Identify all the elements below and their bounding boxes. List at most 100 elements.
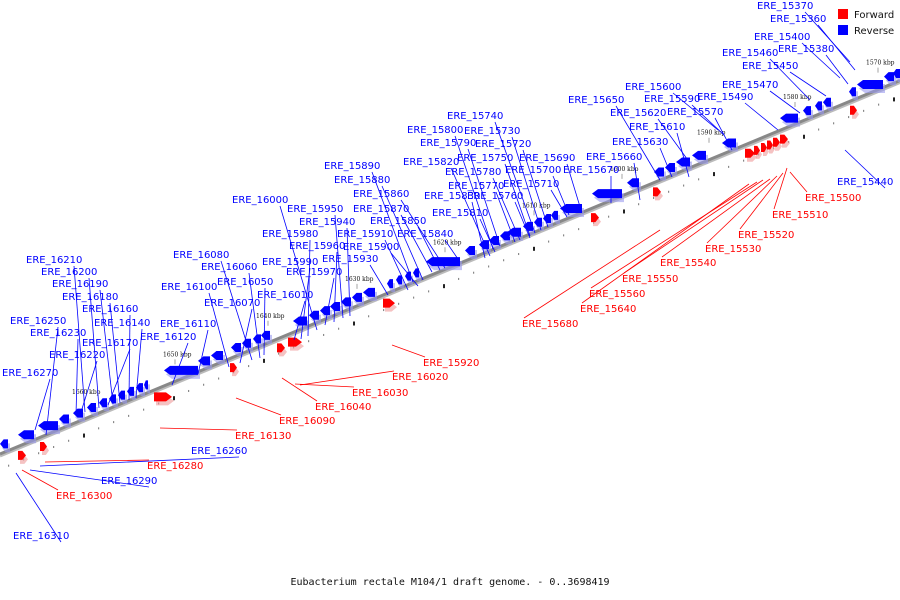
gene-label[interactable]: ERE_15890 [324,161,380,172]
gene-label[interactable]: ERE_15980 [262,229,318,240]
gene-label[interactable]: ERE_15630 [612,137,668,148]
reverse-swatch [838,25,848,35]
gene-leader-line [714,117,733,151]
gene-label[interactable]: ERE_15460 [722,48,778,59]
gene-label[interactable]: ERE_16180 [62,292,118,303]
gene-label[interactable]: ERE_15790 [420,138,476,149]
gene-label[interactable]: ERE_15710 [503,179,559,190]
gene-label[interactable]: ERE_15750 [457,153,513,164]
gene-label[interactable]: ERE_16250 [10,316,66,327]
gene-label[interactable]: ERE_15470 [722,80,778,91]
gene-label[interactable]: ERE_15780 [445,167,501,178]
gene-label[interactable]: ERE_15840 [397,229,453,240]
gene-label[interactable]: ERE_16260 [191,446,247,457]
gene-label[interactable]: ERE_15950 [287,204,343,215]
gene-label[interactable]: ERE_15740 [447,111,503,122]
gene-label[interactable]: ERE_15770 [448,181,504,192]
gene-label[interactable]: ERE_15590 [644,94,700,105]
gene-label[interactable]: ERE_16070 [204,298,260,309]
gene-label[interactable]: ERE_15920 [423,358,479,369]
gene-label[interactable]: ERE_16220 [49,350,105,361]
gene-label[interactable]: ERE_15880 [334,175,390,186]
gene-leader-line [384,239,409,291]
reverse-gene-arrow [465,245,477,259]
gene-label[interactable]: ERE_16050 [217,277,273,288]
gene-label[interactable]: ERE_15910 [337,229,393,240]
gene-label[interactable]: ERE_15670 [563,165,619,176]
gene-leader-line [75,338,79,416]
gene-label[interactable]: ERE_15730 [464,126,520,137]
gene-label[interactable]: ERE_16020 [392,372,448,383]
gene-leader-line [471,201,486,259]
gene-label[interactable]: ERE_15800 [407,125,463,136]
gene-label[interactable]: ERE_16270 [2,368,58,379]
gene-label[interactable]: ERE_15990 [262,257,318,268]
gene-label[interactable]: ERE_16230 [30,328,86,339]
gene-label[interactable]: ERE_15660 [586,152,642,163]
gene-label[interactable]: ERE_15680 [522,319,578,330]
gene-label[interactable]: ERE_16090 [279,416,335,427]
gene-label[interactable]: ERE_16130 [235,431,291,442]
gene-label[interactable]: ERE_16210 [26,255,82,266]
gene-label[interactable]: ERE_15490 [697,92,753,103]
gene-label[interactable]: ERE_15970 [286,267,342,278]
gene-label[interactable]: ERE_15360 [770,14,826,25]
gene-label[interactable]: ERE_15440 [837,177,893,188]
gene-label[interactable]: ERE_16000 [232,195,288,206]
gene-label[interactable]: ERE_15640 [580,304,636,315]
gene-label[interactable]: ERE_16010 [257,290,313,301]
gene-label[interactable]: ERE_15820 [403,157,459,168]
reverse-gene-arrow [231,343,243,357]
gene-label[interactable]: ERE_16190 [52,279,108,290]
gene-label[interactable]: ERE_15400 [754,32,810,43]
gene-label[interactable]: ERE_15450 [742,61,798,72]
gene-label[interactable]: ERE_15540 [660,258,716,269]
gene-label[interactable]: ERE_15960 [289,241,345,252]
gene-label[interactable]: ERE_15620 [610,108,666,119]
gene-label[interactable]: ERE_15860 [353,189,409,200]
kbp-tick-label: 1580 kbp [783,94,812,101]
gene-label[interactable]: ERE_15940 [299,217,355,228]
gene-label[interactable]: ERE_16030 [352,388,408,399]
gene-label[interactable]: ERE_16200 [41,267,97,278]
gene-label[interactable]: ERE_15520 [738,230,794,241]
gene-label[interactable]: ERE_15600 [625,82,681,93]
gene-label[interactable]: ERE_16080 [173,250,229,261]
gene-label[interactable]: ERE_15700 [505,165,561,176]
gene-label[interactable]: ERE_15850 [370,216,426,227]
gene-label[interactable]: ERE_16310 [13,531,69,542]
gene-label[interactable]: ERE_16290 [101,476,157,487]
gene-label[interactable]: ERE_16160 [82,304,138,315]
gene-label[interactable]: ERE_15500 [805,193,861,204]
gene-label[interactable]: ERE_15930 [322,254,378,265]
gene-label[interactable]: ERE_16060 [201,262,257,273]
gene-label[interactable]: ERE_16100 [161,282,217,293]
gene-label[interactable]: ERE_16280 [147,461,203,472]
gene-leader-line [817,24,856,71]
gene-label[interactable]: ERE_15760 [467,191,523,202]
gene-label[interactable]: ERE_15380 [778,44,834,55]
gene-label[interactable]: ERE_15650 [568,95,624,106]
gene-label[interactable]: ERE_15510 [772,210,828,221]
gene-label[interactable]: ERE_15560 [589,289,645,300]
gene-label[interactable]: ERE_15570 [667,107,723,118]
gene-label[interactable]: ERE_16120 [140,332,196,343]
gene-label[interactable]: ERE_16300 [56,491,112,502]
gene-label[interactable]: ERE_15830 [424,191,480,202]
gene-label[interactable]: ERE_16170 [82,338,138,349]
forward-gene-arrow [154,392,174,406]
gene-label[interactable]: ERE_16110 [160,319,216,330]
gene-label[interactable]: ERE_16140 [94,318,150,329]
gene-label[interactable]: ERE_15610 [629,122,685,133]
forward-gene-arrow [754,145,762,159]
gene-label[interactable]: ERE_15530 [705,244,761,255]
gene-label[interactable]: ERE_15550 [622,274,678,285]
gene-label[interactable]: ERE_15720 [475,139,531,150]
gene-label[interactable]: ERE_16040 [315,402,371,413]
reverse-gene-arrow [884,72,896,86]
gene-label[interactable]: ERE_15810 [432,208,488,219]
gene-label[interactable]: ERE_15900 [343,242,399,253]
gene-label[interactable]: ERE_15370 [757,1,813,12]
gene-label[interactable]: ERE_15690 [519,153,575,164]
gene-label[interactable]: ERE_15870 [353,204,409,215]
